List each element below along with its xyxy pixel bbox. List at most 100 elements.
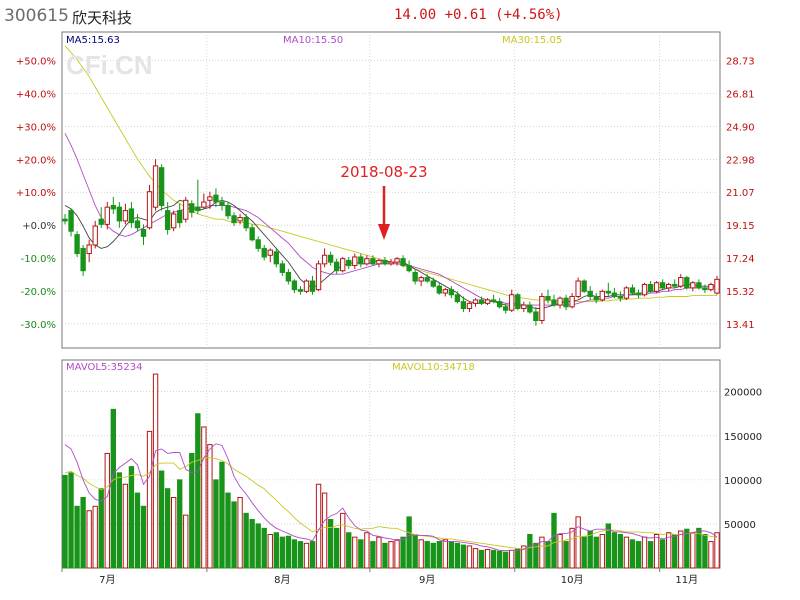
price-panel: 28.73 +50.0% 26.81 +40.0% 24.90 +30.0% 22.98 +2… bbox=[16, 31, 755, 349]
candle bbox=[225, 204, 231, 217]
x-tick-label: 7月 bbox=[99, 574, 115, 586]
volume-bar bbox=[672, 534, 678, 569]
candle bbox=[515, 294, 521, 309]
volume-bar bbox=[189, 452, 195, 569]
candle bbox=[134, 220, 141, 229]
volume-bar bbox=[74, 505, 80, 569]
volume-bar bbox=[472, 548, 479, 569]
volume-bar bbox=[617, 534, 624, 569]
candle bbox=[551, 299, 557, 306]
price-tick-label: 19.15 bbox=[726, 221, 755, 232]
candle bbox=[382, 259, 388, 265]
candle bbox=[183, 199, 189, 220]
legend-mavol5: MAVOL5:35234 bbox=[66, 362, 142, 373]
candle bbox=[599, 290, 605, 301]
candle bbox=[484, 299, 491, 304]
volume-bar bbox=[213, 479, 219, 569]
mavol5-line bbox=[64, 443, 718, 551]
candle bbox=[327, 254, 334, 263]
candle bbox=[158, 167, 165, 206]
volume-bar bbox=[255, 523, 261, 569]
candle bbox=[346, 259, 352, 267]
volume-bar bbox=[110, 408, 116, 569]
volume-bar bbox=[358, 539, 364, 569]
candle bbox=[587, 290, 593, 297]
volume-bar bbox=[587, 530, 593, 569]
candle bbox=[478, 299, 485, 304]
volume-bar bbox=[158, 470, 165, 569]
candle bbox=[472, 299, 479, 304]
volume-bar bbox=[382, 542, 388, 569]
candle bbox=[358, 256, 364, 265]
candle bbox=[448, 289, 455, 296]
candle bbox=[303, 280, 310, 292]
volume-tick-label: 200000 bbox=[724, 388, 762, 399]
volume-bar bbox=[509, 549, 515, 569]
volume-bar bbox=[448, 541, 455, 569]
candle bbox=[189, 203, 195, 213]
candle bbox=[243, 216, 249, 229]
candle bbox=[388, 261, 394, 265]
volume-bar bbox=[327, 519, 334, 569]
volume-bar bbox=[641, 536, 648, 569]
candle bbox=[164, 210, 171, 230]
price-tick-label: 15.32 bbox=[726, 287, 755, 298]
candle bbox=[460, 301, 467, 309]
legend-mavol10: MAVOL10:34718 bbox=[392, 362, 475, 373]
volume-bar bbox=[352, 536, 358, 569]
volume-bar bbox=[237, 496, 243, 569]
price-tick-label: 21.07 bbox=[726, 188, 755, 199]
candle bbox=[376, 259, 382, 265]
volume-bar bbox=[702, 534, 708, 569]
candle bbox=[684, 277, 690, 289]
volume-bar bbox=[261, 527, 267, 569]
candle bbox=[285, 271, 292, 282]
volume-bar bbox=[231, 501, 237, 569]
volume-bar bbox=[539, 536, 545, 569]
candle bbox=[430, 280, 436, 287]
volume-bar bbox=[442, 539, 449, 569]
percent-tick-label: +0.0% bbox=[22, 221, 56, 232]
percent-tick-label: +50.0% bbox=[16, 57, 56, 68]
volume-bar bbox=[515, 548, 521, 569]
volume-bar bbox=[291, 539, 298, 569]
ma10-line bbox=[64, 133, 717, 306]
volume-bar bbox=[195, 413, 201, 569]
volume-bar bbox=[267, 534, 273, 569]
volume-bar bbox=[388, 541, 394, 569]
volume-bar bbox=[140, 505, 147, 569]
volume-bar bbox=[171, 496, 177, 569]
volume-bar bbox=[490, 549, 497, 569]
volume-bar bbox=[321, 492, 328, 569]
volume-bar bbox=[400, 536, 406, 569]
volume-bar bbox=[376, 536, 382, 569]
candle bbox=[370, 258, 376, 265]
percent-tick-label: -20.0% bbox=[21, 287, 56, 298]
volume-bar bbox=[309, 541, 316, 569]
candle bbox=[672, 283, 678, 287]
candle bbox=[261, 247, 267, 258]
volume-bar bbox=[394, 539, 400, 569]
volume-bar bbox=[122, 483, 129, 569]
volume-bar bbox=[146, 430, 153, 569]
watermark: CFi.CN bbox=[66, 50, 153, 80]
volume-bar bbox=[412, 534, 418, 569]
candle bbox=[249, 227, 255, 241]
volume-bar bbox=[68, 472, 74, 569]
volume-bar bbox=[219, 461, 225, 569]
candle bbox=[62, 218, 68, 222]
x-tick-label: 10月 bbox=[561, 574, 584, 586]
legend-ma5: MA5:15.63 bbox=[66, 35, 120, 46]
candle bbox=[333, 261, 340, 272]
volume-bar bbox=[708, 541, 714, 569]
percent-tick-label: +20.0% bbox=[16, 155, 56, 166]
candle bbox=[635, 292, 642, 296]
candle bbox=[569, 295, 575, 308]
candle bbox=[714, 278, 720, 294]
volume-bar bbox=[92, 505, 98, 569]
candle bbox=[116, 206, 123, 222]
volume-bar bbox=[623, 536, 630, 569]
volume-bar bbox=[225, 492, 231, 569]
volume-tick-label: 50000 bbox=[724, 520, 756, 531]
x-tick-label: 9月 bbox=[419, 574, 435, 586]
